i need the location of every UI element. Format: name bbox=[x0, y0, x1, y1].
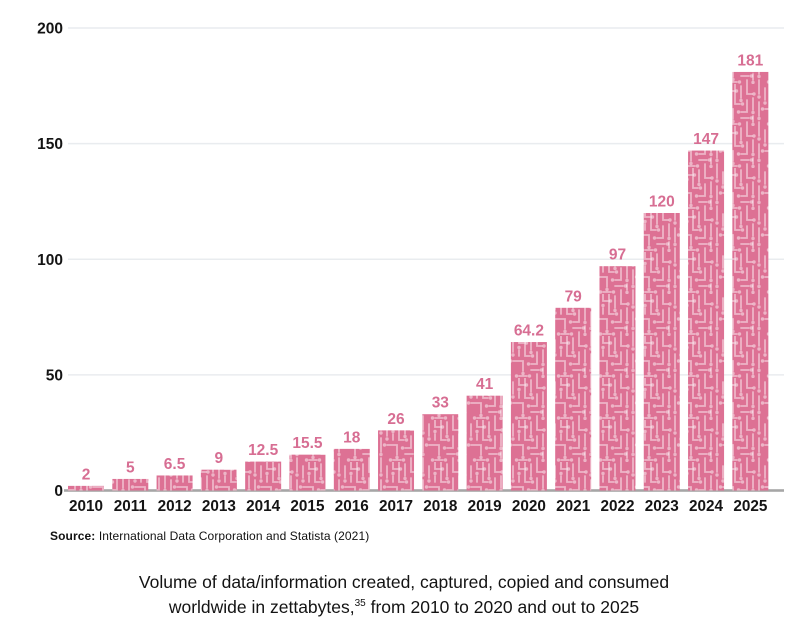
bar-value-label: 5 bbox=[126, 459, 135, 476]
x-tick-label: 2025 bbox=[733, 498, 768, 515]
x-tick-label: 2016 bbox=[335, 498, 369, 515]
x-tick-label: 2012 bbox=[158, 498, 192, 515]
bar-value-label: 33 bbox=[432, 395, 450, 412]
chart-source: Source: International Data Corporation a… bbox=[50, 529, 369, 543]
bar-2023 bbox=[643, 213, 680, 491]
bar-value-label: 18 bbox=[343, 429, 361, 446]
x-tick-label: 2019 bbox=[468, 498, 502, 515]
x-tick-label: 2020 bbox=[512, 498, 546, 515]
caption-line1: Volume of data/information created, capt… bbox=[138, 572, 670, 592]
bar-2019 bbox=[466, 395, 503, 491]
bar-2022 bbox=[599, 266, 636, 491]
x-tick-label: 2023 bbox=[645, 498, 679, 515]
bar-value-label: 15.5 bbox=[292, 435, 323, 452]
bar-2016 bbox=[333, 448, 370, 491]
bar-2011 bbox=[112, 478, 149, 491]
bar-2010 bbox=[68, 485, 104, 491]
bar-value-label: 147 bbox=[693, 131, 719, 148]
x-tick-label: 2015 bbox=[290, 498, 325, 515]
bar-value-label: 12.5 bbox=[248, 442, 279, 459]
x-tick-label: 2021 bbox=[556, 498, 591, 515]
bar-2015 bbox=[289, 454, 326, 491]
bar-2012 bbox=[156, 475, 193, 491]
bar-2020 bbox=[510, 342, 547, 491]
bar-2014 bbox=[245, 461, 282, 491]
y-tick-label: 100 bbox=[37, 252, 63, 269]
caption-footnote-ref: 35 bbox=[354, 598, 366, 610]
bar-value-label: 41 bbox=[476, 376, 494, 393]
x-tick-label: 2022 bbox=[600, 498, 634, 515]
bar-value-label: 64.2 bbox=[514, 323, 544, 340]
bar-value-label: 2 bbox=[82, 466, 91, 483]
bar-2025 bbox=[732, 71, 769, 491]
plot-area: 0 50 100 150 200 2 2010 5 2011 6.5 2012 9 2013 12.5 20… bbox=[37, 21, 784, 515]
bar-value-label: 97 bbox=[609, 247, 626, 264]
y-tick-label: 0 bbox=[54, 483, 63, 500]
y-tick-label: 200 bbox=[37, 21, 63, 38]
x-tick-label: 2010 bbox=[69, 498, 103, 515]
bar-2021 bbox=[555, 307, 592, 491]
x-tick-label: 2014 bbox=[246, 498, 281, 515]
bar-value-label: 9 bbox=[215, 450, 224, 467]
caption-line2-start: worldwide in zettabytes, bbox=[168, 597, 355, 617]
y-tick-label: 50 bbox=[46, 367, 63, 384]
bar-2024 bbox=[688, 150, 725, 491]
caption-line2-end: from 2010 to 2020 and out to 2025 bbox=[365, 597, 640, 617]
source-label: Source: bbox=[50, 529, 96, 543]
x-tick-label: 2013 bbox=[202, 498, 236, 515]
bar-value-label: 181 bbox=[737, 52, 763, 69]
source-text: International Data Corporation and Stati… bbox=[95, 529, 370, 543]
x-tick-label: 2011 bbox=[114, 498, 148, 515]
figure-caption: Volume of data/information created, capt… bbox=[0, 570, 808, 620]
bar-2017 bbox=[378, 430, 415, 491]
bar-value-label: 6.5 bbox=[164, 456, 186, 473]
x-tick-label: 2024 bbox=[689, 498, 724, 515]
bar-2013 bbox=[200, 469, 237, 491]
bar-2018 bbox=[422, 414, 459, 491]
y-tick-label: 150 bbox=[37, 136, 63, 153]
x-tick-label: 2017 bbox=[379, 498, 413, 515]
bar-value-label: 120 bbox=[649, 194, 675, 211]
x-tick-label: 2018 bbox=[423, 498, 458, 515]
bar-value-label: 79 bbox=[565, 288, 583, 305]
bar-chart: 0 50 100 150 200 2 2010 5 2011 6.5 2012 9 2013 12.5 20… bbox=[37, 21, 784, 515]
bar-value-label: 26 bbox=[387, 411, 405, 428]
